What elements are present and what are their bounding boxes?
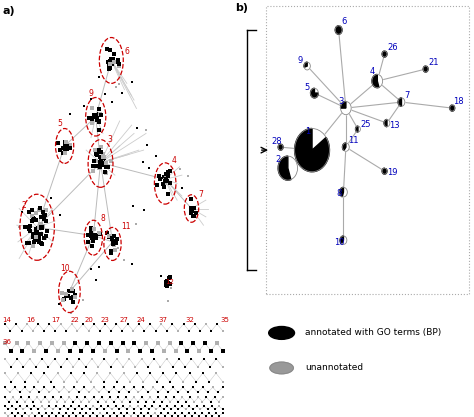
Circle shape <box>339 187 347 197</box>
Text: 10: 10 <box>334 238 344 247</box>
Text: 28: 28 <box>271 137 282 146</box>
Circle shape <box>398 98 405 106</box>
Text: 4: 4 <box>172 156 177 166</box>
Text: 37: 37 <box>158 317 167 323</box>
Text: a): a) <box>2 6 15 16</box>
Wedge shape <box>384 120 387 127</box>
Wedge shape <box>398 98 401 106</box>
Circle shape <box>356 126 360 132</box>
Wedge shape <box>382 168 387 174</box>
Text: 23: 23 <box>100 317 109 323</box>
Circle shape <box>343 143 349 151</box>
Text: 12: 12 <box>165 279 174 284</box>
Wedge shape <box>356 126 358 132</box>
Text: 1: 1 <box>305 127 310 136</box>
Text: unannotated: unannotated <box>305 364 363 372</box>
Text: 20: 20 <box>85 317 94 323</box>
Text: 24: 24 <box>137 317 145 323</box>
Text: 25: 25 <box>360 120 371 129</box>
Wedge shape <box>423 66 428 72</box>
Text: 7: 7 <box>404 91 409 100</box>
Text: 3: 3 <box>338 97 344 106</box>
Text: 3: 3 <box>107 135 112 144</box>
Text: 35: 35 <box>220 317 229 323</box>
Text: 4: 4 <box>370 67 375 75</box>
Text: 17: 17 <box>52 317 61 323</box>
Circle shape <box>304 62 310 70</box>
Text: annotated with GO terms (BP): annotated with GO terms (BP) <box>305 329 441 337</box>
Circle shape <box>384 120 390 127</box>
Text: 9: 9 <box>88 89 93 98</box>
Circle shape <box>382 168 387 174</box>
Text: 8: 8 <box>336 189 342 198</box>
Text: 18: 18 <box>454 98 464 106</box>
Text: 22: 22 <box>71 317 79 323</box>
Wedge shape <box>310 88 319 98</box>
Wedge shape <box>450 105 455 111</box>
Text: 5: 5 <box>57 119 62 128</box>
Text: 13: 13 <box>389 121 400 130</box>
Wedge shape <box>278 144 283 150</box>
Circle shape <box>340 236 347 244</box>
Text: 21: 21 <box>428 58 438 68</box>
Wedge shape <box>304 62 307 67</box>
Circle shape <box>278 156 298 180</box>
Wedge shape <box>335 26 342 34</box>
Wedge shape <box>372 75 379 88</box>
Circle shape <box>382 51 387 57</box>
Circle shape <box>372 75 383 88</box>
Text: 19: 19 <box>387 168 398 177</box>
Wedge shape <box>278 156 291 180</box>
Circle shape <box>295 128 329 172</box>
Wedge shape <box>295 128 329 172</box>
Wedge shape <box>343 143 346 151</box>
Text: 32: 32 <box>185 317 194 323</box>
Circle shape <box>278 144 283 150</box>
Text: 27: 27 <box>119 317 128 323</box>
Text: 36: 36 <box>2 339 11 345</box>
Circle shape <box>310 88 319 98</box>
Text: 7: 7 <box>199 190 203 199</box>
Text: 14: 14 <box>2 317 11 323</box>
Circle shape <box>340 101 351 115</box>
Wedge shape <box>340 236 344 244</box>
Text: 26: 26 <box>387 43 398 53</box>
Circle shape <box>335 26 342 34</box>
Text: 11: 11 <box>121 222 131 231</box>
Wedge shape <box>340 101 346 108</box>
Circle shape <box>423 66 428 72</box>
Text: 10: 10 <box>60 264 70 273</box>
Text: 6: 6 <box>125 47 129 56</box>
Wedge shape <box>339 187 344 197</box>
Text: 2: 2 <box>276 155 281 164</box>
Text: 5: 5 <box>305 83 310 92</box>
Bar <box>266 6 469 294</box>
Text: 6: 6 <box>341 17 346 26</box>
Circle shape <box>450 105 455 111</box>
Text: 8: 8 <box>100 214 105 223</box>
Text: b): b) <box>235 3 248 13</box>
Wedge shape <box>382 51 387 57</box>
Circle shape <box>270 362 293 374</box>
Text: 16: 16 <box>27 317 36 323</box>
Circle shape <box>269 327 294 339</box>
Text: 9: 9 <box>298 56 303 65</box>
Text: 2: 2 <box>21 201 26 210</box>
Text: 11: 11 <box>348 136 359 145</box>
